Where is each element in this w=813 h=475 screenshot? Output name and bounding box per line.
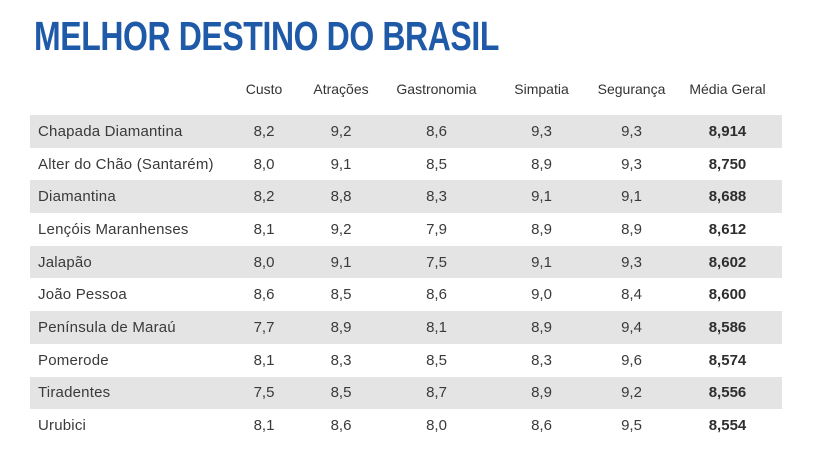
column-header: Custo (245, 81, 283, 97)
column-header: Gastronomia (396, 81, 477, 97)
column-header: Simpatia (514, 81, 569, 97)
gastronomia-cell: 8,5 (426, 351, 447, 369)
table-row: Jalapão 8,0 9,1 7,5 9,1 9,3 8,602 (30, 245, 782, 279)
gastronomia-cell: 8,6 (426, 286, 447, 304)
table-row: Lençóis Maranhenses 8,1 9,2 7,9 8,9 8,9 8,612 (30, 213, 782, 246)
seguranca-cell: 9,5 (621, 417, 642, 435)
atracoes-cell: 8,5 (330, 286, 352, 304)
seguranca-cell: 9,6 (621, 351, 642, 369)
destination-name: Chapada Diamantina (38, 122, 183, 140)
media-geral-cell: 8,688 (708, 188, 747, 206)
destination-name: João Pessoa (38, 286, 127, 304)
column-header: Atrações (313, 81, 369, 97)
table-row: Alter do Chão (Santarém) 8,0 9,1 8,5 8,9 9,3 8… (30, 148, 782, 181)
atracoes-cell: 9,1 (330, 253, 352, 271)
destination-name: Lençóis Maranhenses (38, 220, 189, 238)
simpatia-cell: 9,3 (531, 122, 552, 140)
table-row: Tiradentes 7,5 8,5 8,7 8,9 9,2 8,556 (30, 376, 782, 410)
gastronomia-cell: 8,7 (426, 384, 447, 402)
seguranca-cell: 9,2 (621, 384, 642, 402)
atracoes-cell: 8,9 (330, 318, 352, 336)
table-row: Diamantina 8,2 8,8 8,3 9,1 9,1 8,688 (30, 180, 782, 214)
gastronomia-cell: 8,6 (426, 122, 447, 140)
media-geral-cell: 8,586 (708, 318, 747, 336)
gastronomia-cell: 8,5 (426, 155, 447, 173)
destination-name: Pomerode (38, 351, 109, 369)
simpatia-cell: 8,9 (531, 384, 552, 402)
media-geral-cell: 8,556 (708, 384, 747, 402)
simpatia-cell: 8,9 (531, 318, 552, 336)
destination-name: Jalapão (38, 253, 92, 271)
media-geral-cell: 8,612 (708, 220, 747, 238)
gastronomia-cell: 7,9 (426, 220, 447, 238)
table-header: Custo Atrações Gastronomia Simpatia Segu… (30, 72, 782, 106)
custo-cell: 8,6 (253, 286, 275, 304)
custo-cell: 8,2 (253, 122, 275, 140)
column-header: Segurança (597, 81, 666, 97)
custo-cell: 8,1 (253, 220, 275, 238)
atracoes-cell: 8,8 (330, 188, 352, 206)
simpatia-cell: 9,1 (531, 188, 552, 206)
media-geral-cell: 8,574 (708, 351, 747, 369)
custo-cell: 7,7 (253, 318, 275, 336)
atracoes-cell: 8,6 (330, 417, 352, 435)
custo-cell: 8,2 (253, 188, 275, 206)
seguranca-cell: 8,9 (621, 220, 642, 238)
atracoes-cell: 9,1 (330, 155, 352, 173)
custo-cell: 7,5 (253, 384, 275, 402)
simpatia-cell: 8,9 (531, 220, 552, 238)
seguranca-cell: 9,3 (621, 122, 642, 140)
atracoes-cell: 8,3 (330, 351, 352, 369)
ranking-table: Custo Atrações Gastronomia Simpatia Segu… (30, 72, 782, 442)
atracoes-cell: 9,2 (330, 220, 352, 238)
table-body: Chapada Diamantina 8,2 9,2 8,6 9,3 9,3 8,914 Al… (30, 115, 782, 442)
custo-cell: 8,0 (253, 253, 275, 271)
table-row: João Pessoa 8,6 8,5 8,6 9,0 8,4 8,600 (30, 278, 782, 311)
simpatia-cell: 8,3 (531, 351, 552, 369)
destination-name: Alter do Chão (Santarém) (38, 155, 214, 173)
custo-cell: 8,1 (253, 351, 275, 369)
seguranca-cell: 9,4 (621, 318, 642, 336)
simpatia-cell: 8,9 (531, 155, 552, 173)
custo-cell: 8,1 (253, 417, 275, 435)
custo-cell: 8,0 (253, 155, 275, 173)
seguranca-cell: 9,3 (621, 155, 642, 173)
media-geral-cell: 8,602 (708, 253, 747, 271)
media-geral-cell: 8,914 (708, 122, 747, 140)
seguranca-cell: 9,3 (621, 253, 642, 271)
seguranca-cell: 8,4 (621, 286, 642, 304)
media-geral-cell: 8,600 (708, 286, 747, 304)
column-header: Média Geral (689, 81, 766, 97)
media-geral-cell: 8,750 (708, 155, 747, 173)
table-row: Península de Maraú 7,7 8,9 8,1 8,9 9,4 8,586 (30, 311, 782, 344)
table-row: Urubici 8,1 8,6 8,0 8,6 9,5 8,554 (30, 409, 782, 442)
simpatia-cell: 9,1 (531, 253, 552, 271)
destination-name: Diamantina (38, 188, 116, 206)
page-title: MELHOR DESTINO DO BRASIL (34, 13, 500, 59)
atracoes-cell: 8,5 (330, 384, 352, 402)
atracoes-cell: 9,2 (330, 122, 352, 140)
destination-name: Península de Maraú (38, 318, 176, 336)
seguranca-cell: 9,1 (621, 188, 642, 206)
table-row: Chapada Diamantina 8,2 9,2 8,6 9,3 9,3 8,914 (30, 115, 782, 148)
destination-name: Urubici (38, 417, 87, 435)
gastronomia-cell: 8,0 (426, 417, 447, 435)
gastronomia-cell: 8,3 (426, 188, 447, 206)
gastronomia-cell: 7,5 (426, 253, 447, 271)
gastronomia-cell: 8,1 (426, 318, 447, 336)
destination-name: Tiradentes (38, 384, 111, 402)
simpatia-cell: 9,0 (531, 286, 552, 304)
table-row: Pomerode 8,1 8,3 8,5 8,3 9,6 8,574 (30, 344, 782, 377)
simpatia-cell: 8,6 (531, 417, 552, 435)
media-geral-cell: 8,554 (708, 417, 747, 435)
